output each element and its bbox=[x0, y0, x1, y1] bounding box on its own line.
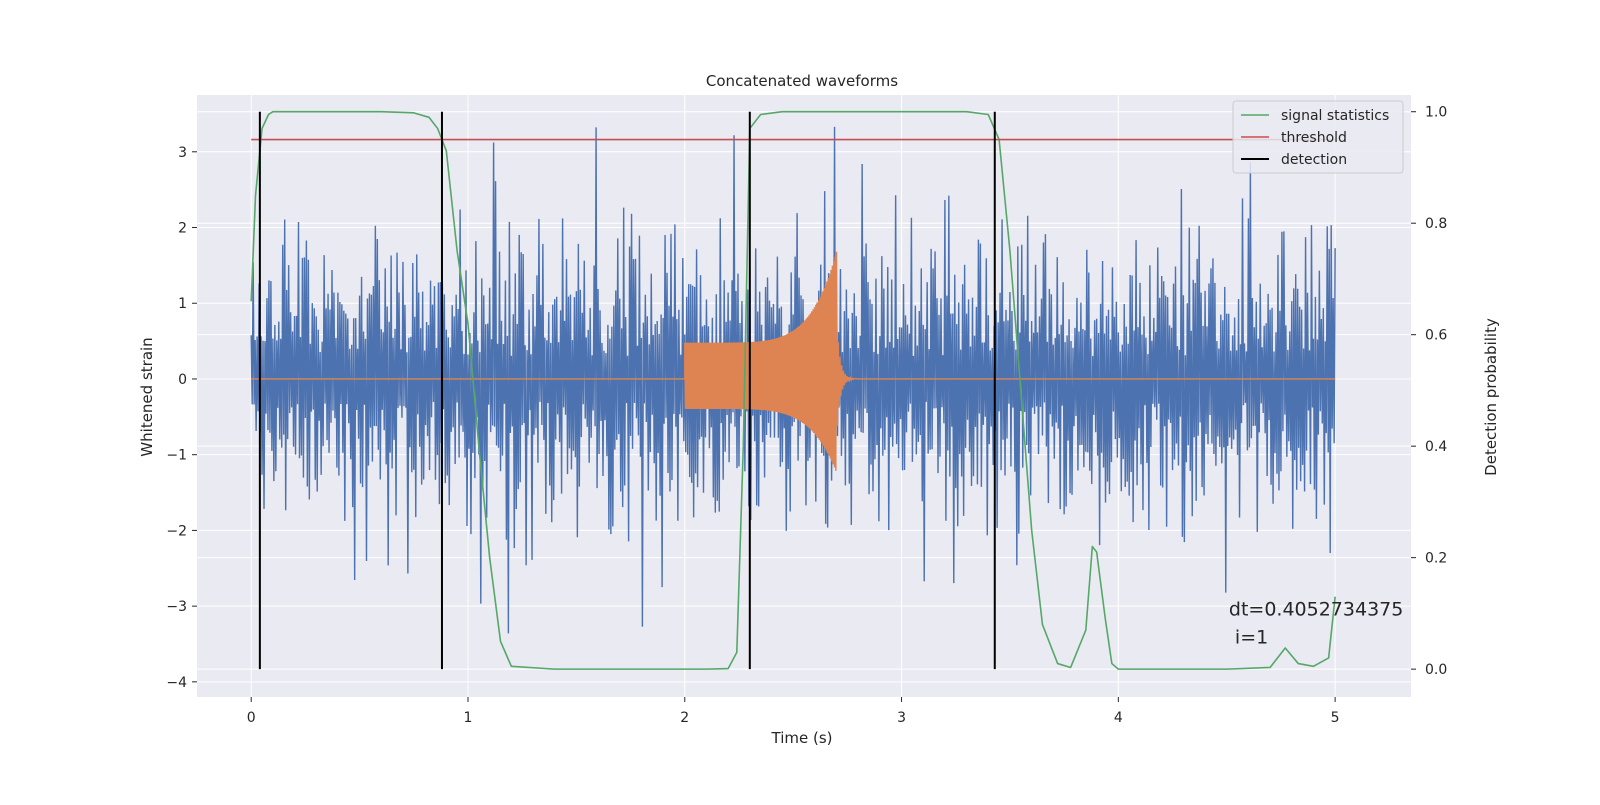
y-tick-label: −4 bbox=[166, 675, 187, 691]
y-tick-label: 2 bbox=[178, 221, 187, 237]
x-tick-label: 4 bbox=[1114, 710, 1123, 726]
y-right-tick-label: 0.2 bbox=[1425, 551, 1447, 567]
legend-label-signal-statistics: signal statistics bbox=[1281, 108, 1389, 124]
legend-label-detection: detection bbox=[1281, 152, 1347, 168]
legend: signal statistics threshold detection bbox=[1232, 100, 1404, 174]
series-signal-statistics-line bbox=[250, 110, 1336, 670]
x-tick-label: 0 bbox=[247, 710, 256, 726]
detection-layer bbox=[258, 111, 996, 670]
y-right-tick-label: 0.4 bbox=[1425, 439, 1447, 455]
y-tick-label: 3 bbox=[178, 145, 187, 161]
annotation: dt=0.4052734375 i=1 bbox=[1229, 598, 1403, 648]
y-right-tick-label: 0.6 bbox=[1425, 328, 1447, 344]
y-axis-title: Whitened strain bbox=[138, 337, 156, 456]
legend-label-threshold: threshold bbox=[1281, 130, 1347, 146]
y-tick-label: 1 bbox=[178, 296, 187, 312]
legend-box bbox=[1232, 100, 1404, 174]
y-tick-label: 0 bbox=[178, 372, 187, 388]
y-right-tick-label: 0.8 bbox=[1425, 216, 1447, 232]
series-noise-line bbox=[250, 126, 1336, 634]
x-tick-label: 3 bbox=[897, 710, 906, 726]
y-tick-label: −3 bbox=[166, 599, 187, 615]
series-layer bbox=[250, 110, 1336, 670]
x-tick-label: 2 bbox=[680, 710, 689, 726]
y-tick-label: −2 bbox=[166, 523, 187, 539]
y-right-tick-label: 0.0 bbox=[1425, 662, 1447, 678]
y-right-tick-label: 1.0 bbox=[1425, 105, 1447, 121]
series-chirp-line bbox=[251, 251, 1336, 471]
annotation-dt: dt=0.4052734375 bbox=[1229, 598, 1403, 620]
axis-layer: 0 1 2 3 4 5 −4 −3 −2 −1 0 1 2 3 0.0 0.2 0.4 0.6 0.8 1.0 bbox=[166, 105, 1447, 726]
x-tick-label: 1 bbox=[464, 710, 473, 726]
annotation-index: i=1 bbox=[1229, 626, 1268, 648]
chart-title: Concatenated waveforms bbox=[706, 72, 898, 90]
x-tick-label: 5 bbox=[1331, 710, 1340, 726]
x-axis-title: Time (s) bbox=[771, 729, 833, 747]
y-tick-label: −1 bbox=[166, 448, 187, 464]
y-axis-title-right: Detection probability bbox=[1482, 318, 1500, 476]
